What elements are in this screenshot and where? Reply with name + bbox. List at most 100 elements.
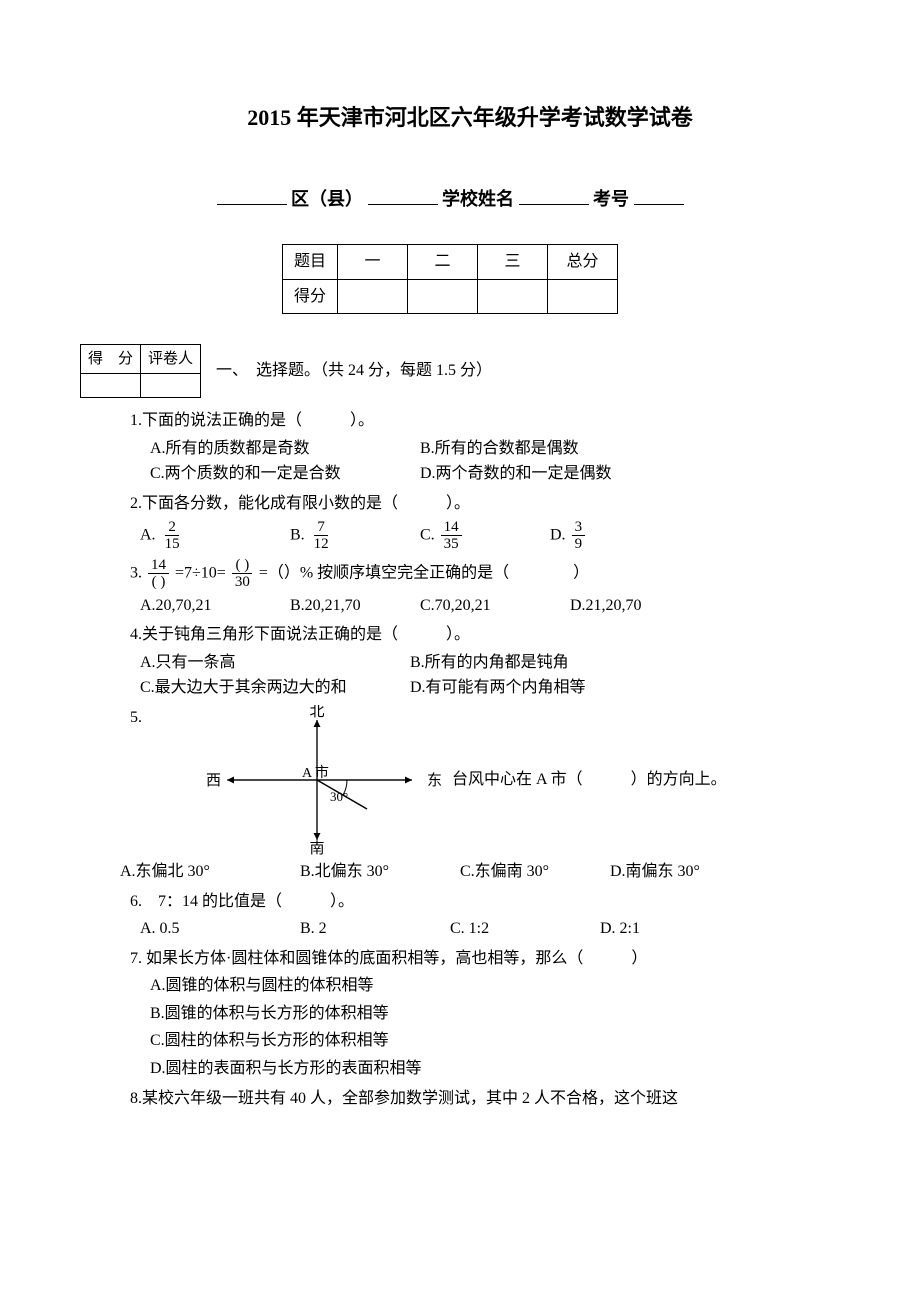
cell-header: 三 xyxy=(478,244,548,279)
q7-option-d: D.圆柱的表面积与长方形的表面积相等 xyxy=(130,1056,820,1082)
q5-option-a: A.东偏北 30° xyxy=(120,859,300,885)
numerator: ( ) xyxy=(232,557,252,575)
opt-label: D. xyxy=(550,526,566,543)
cell-header: 总分 xyxy=(548,244,618,279)
point-a-label: A 市 xyxy=(302,764,329,781)
denominator: 15 xyxy=(162,536,183,553)
question-2: 2.下面各分数，能化成有限小数的是（ ）。 A. 215 B. 712 C. 1… xyxy=(130,491,820,553)
q2-option-d: D. 39 xyxy=(550,519,587,553)
q5-question-text: 台风中心在 A 市（ ）的方向上。 xyxy=(452,767,727,793)
fraction: 39 xyxy=(572,519,586,553)
section-header-row: 得 分 评卷人 一、 选择题。（共 24 分，每题 1.5 分） xyxy=(80,344,820,398)
q2-option-a: A. 215 xyxy=(140,519,290,553)
q7-option-b: B.圆锥的体积与长方形的体积相等 xyxy=(130,1001,820,1027)
opt-label: B. xyxy=(290,526,305,543)
q7-option-c: C.圆柱的体积与长方形的体积相等 xyxy=(130,1028,820,1054)
question-1: 1.下面的说法正确的是（ ）。 A.所有的质数都是奇数 B.所有的合数都是偶数 … xyxy=(130,408,820,487)
numerator: 14 xyxy=(441,519,462,537)
compass-svg: 北 南 东 西 A 市 30° xyxy=(182,705,452,855)
question-4: 4.关于钝角三角形下面说法正确的是（ ）。 A.只有一条高 B.所有的内角都是钝… xyxy=(130,622,820,701)
exam-no-blank[interactable] xyxy=(634,187,684,205)
west-label: 西 xyxy=(206,773,221,789)
cell-blank[interactable] xyxy=(338,279,408,314)
cell-grader: 评卷人 xyxy=(141,345,201,374)
q4-option-a: A.只有一条高 xyxy=(130,650,410,676)
q1-text: 1.下面的说法正确的是（ ）。 xyxy=(130,408,820,434)
district-label: 区（县） xyxy=(291,189,363,209)
q5-option-b: B.北偏东 30° xyxy=(300,859,460,885)
cell-header: 二 xyxy=(408,244,478,279)
cell-blank[interactable] xyxy=(478,279,548,314)
name-blank[interactable] xyxy=(519,187,589,205)
denominator: 12 xyxy=(311,536,332,553)
q6-option-c: C. 1:2 xyxy=(450,916,600,942)
denominator: ( ) xyxy=(149,574,169,591)
question-5-options: A.东偏北 30° B.北偏东 30° C.东偏南 30° D.南偏东 30° xyxy=(120,859,820,885)
east-label: 东 xyxy=(427,772,442,789)
cell-blank[interactable] xyxy=(548,279,618,314)
q5-option-c: C.东偏南 30° xyxy=(460,859,610,885)
table-row xyxy=(81,374,201,398)
q3-option-b: B.20,21,70 xyxy=(290,593,420,619)
school-blank[interactable] xyxy=(368,187,438,205)
district-blank[interactable] xyxy=(217,187,287,205)
fraction: 14( ) xyxy=(148,557,169,591)
question-5: 5. 北 南 东 西 A 市 30° 台 xyxy=(130,705,820,855)
q3-option-d: D.21,20,70 xyxy=(570,593,642,619)
score-summary-table: 题目 一 二 三 总分 得分 xyxy=(282,244,618,314)
table-row: 得 分 评卷人 xyxy=(81,345,201,374)
q1-option-d: D.两个奇数的和一定是偶数 xyxy=(420,461,612,487)
q4-text: 4.关于钝角三角形下面说法正确的是（ ）。 xyxy=(130,622,820,648)
cell-header: 一 xyxy=(338,244,408,279)
numerator: 2 xyxy=(165,519,179,537)
q2-option-c: C. 1435 xyxy=(420,519,550,553)
angle-label: 30° xyxy=(330,789,348,804)
compass-diagram: 北 南 东 西 A 市 30° 台风中心在 A 市（ ）的方向上。 xyxy=(182,705,727,855)
q6-option-a: A. 0.5 xyxy=(140,916,300,942)
exam-title: 2015 年天津市河北区六年级升学考试数学试卷 xyxy=(120,100,820,135)
q7-option-a: A.圆锥的体积与圆柱的体积相等 xyxy=(130,973,820,999)
q3-mid2: =（）% 按顺序填空完全正确的是（ ） xyxy=(259,564,589,581)
q6-option-d: D. 2:1 xyxy=(600,916,640,942)
q3-option-a: A.20,70,21 xyxy=(140,593,290,619)
opt-label: C. xyxy=(420,526,435,543)
question-7: 7. 如果长方体·圆柱体和圆锥体的底面积相等，高也相等，那么（ ） A.圆锥的体… xyxy=(130,946,820,1082)
q1-option-a: A.所有的质数都是奇数 xyxy=(130,436,420,462)
denominator: 9 xyxy=(572,536,586,553)
q1-option-b: B.所有的合数都是偶数 xyxy=(420,436,579,462)
table-row: 题目 一 二 三 总分 xyxy=(283,244,618,279)
section-1-header: 一、 选择题。（共 24 分，每题 1.5 分） xyxy=(216,358,492,384)
numerator: 3 xyxy=(572,519,586,537)
student-info-line: 区（县） 学校姓名 考号 xyxy=(80,185,820,214)
fraction: 1435 xyxy=(441,519,462,553)
q6-text: 6. 7：14 的比值是（ ）。 xyxy=(130,889,820,915)
south-label: 南 xyxy=(309,840,324,855)
q3-text: 3. 14( ) =7÷10= ( )30 =（）% 按顺序填空完全正确的是（ … xyxy=(130,557,820,591)
table-row: 得分 xyxy=(283,279,618,314)
q4-option-c: C.最大边大于其余两边大的和 xyxy=(130,675,410,701)
numerator: 14 xyxy=(148,557,169,575)
cell-header: 题目 xyxy=(283,244,338,279)
q7-text: 7. 如果长方体·圆柱体和圆锥体的底面积相等，高也相等，那么（ ） xyxy=(130,946,820,972)
school-label: 学校姓名 xyxy=(442,189,514,209)
cell-score-label: 得分 xyxy=(283,279,338,314)
fraction: 712 xyxy=(311,519,332,553)
q1-option-c: C.两个质数的和一定是合数 xyxy=(130,461,420,487)
q6-option-b: B. 2 xyxy=(300,916,450,942)
q3-option-c: C.70,20,21 xyxy=(420,593,570,619)
fraction: 215 xyxy=(162,519,183,553)
grader-table: 得 分 评卷人 xyxy=(80,344,201,398)
cell-blank[interactable] xyxy=(81,374,141,398)
q2-option-b: B. 712 xyxy=(290,519,420,553)
cell-blank[interactable] xyxy=(408,279,478,314)
question-3: 3. 14( ) =7÷10= ( )30 =（）% 按顺序填空完全正确的是（ … xyxy=(130,557,820,619)
q2-text: 2.下面各分数，能化成有限小数的是（ ）。 xyxy=(130,491,820,517)
cell-blank[interactable] xyxy=(141,374,201,398)
north-label: 北 xyxy=(309,705,324,720)
denominator: 30 xyxy=(232,574,253,591)
q4-option-b: B.所有的内角都是钝角 xyxy=(410,650,569,676)
q8-text: 8.某校六年级一班共有 40 人，全部参加数学测试，其中 2 人不合格，这个班这 xyxy=(130,1086,820,1112)
q5-option-d: D.南偏东 30° xyxy=(610,859,700,885)
question-6: 6. 7：14 的比值是（ ）。 A. 0.5 B. 2 C. 1:2 D. 2… xyxy=(130,889,820,942)
exam-no-label: 考号 xyxy=(593,189,629,209)
